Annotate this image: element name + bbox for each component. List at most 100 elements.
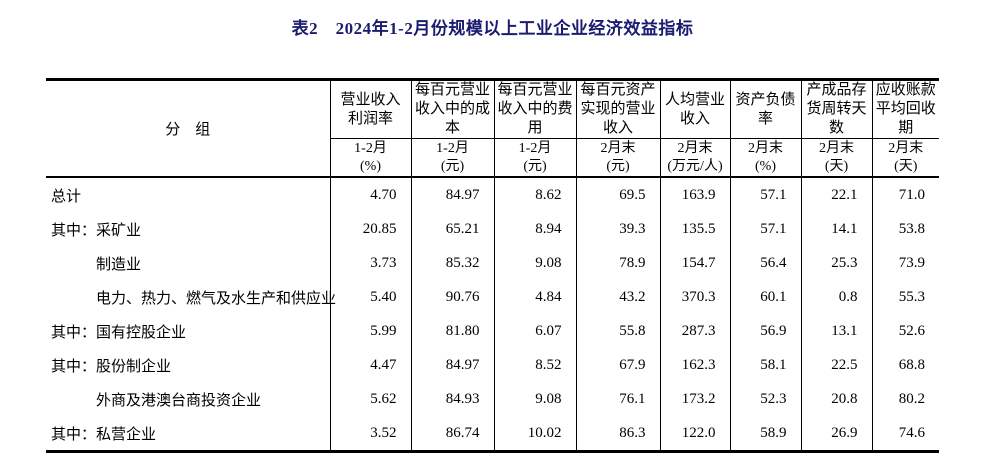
cell: 173.2 [659, 382, 730, 416]
cell: 71.0 [871, 177, 939, 212]
row-label: 其中：股份制企业 [51, 358, 172, 375]
table-row: 其中：采矿业 20.85 65.21 8.94 39.3 135.5 57.1 14.1 53.… [46, 212, 939, 246]
column-unit: (万元/人) [667, 158, 723, 174]
cell: 60.1 [729, 280, 801, 314]
cell: 80.2 [871, 382, 939, 416]
cell: 122.0 [659, 416, 730, 452]
cell: 10.02 [493, 416, 576, 452]
cell: 135.5 [659, 212, 730, 246]
column-subheader-7: 2月末 (天) [800, 138, 872, 178]
cell: 58.1 [729, 348, 801, 382]
cell: 52.6 [871, 314, 939, 348]
cell: 0.8 [800, 280, 872, 314]
column-period: 2月末 [888, 140, 924, 156]
column-subheader-1: 1-2月 (%) [329, 138, 411, 178]
cell: 25.3 [800, 246, 872, 280]
cell: 78.9 [575, 246, 660, 280]
cell: 14.1 [800, 212, 872, 246]
cell: 26.9 [800, 416, 872, 452]
cell: 8.52 [493, 348, 576, 382]
row-label: 制造业 [96, 256, 142, 273]
indicators-table: 分 组 营业收入 利润率 每百元营业 收入中的成 本每百元营业 收入中的费 用每百… [46, 78, 939, 453]
cell: 162.3 [659, 348, 730, 382]
row-label: 其中：国有控股企业 [51, 324, 187, 341]
cell: 57.1 [729, 212, 801, 246]
cell: 84.97 [410, 348, 494, 382]
cell: 84.97 [410, 177, 494, 212]
cell: 9.08 [493, 382, 576, 416]
column-period: 1-2月 [354, 140, 387, 156]
row-label: 外商及港澳台商投资企业 [96, 392, 262, 409]
row-label: 其中：私营企业 [51, 426, 157, 443]
cell: 4.84 [493, 280, 576, 314]
cell: 68.8 [871, 348, 939, 382]
cell: 4.70 [329, 177, 411, 212]
column-unit: (天) [824, 158, 849, 174]
column-header-5: 人均营业 收入 [659, 79, 730, 139]
column-subheader-8: 2月末 (天) [871, 138, 939, 178]
column-period: 2月末 [600, 140, 636, 156]
cell: 22.1 [800, 177, 872, 212]
column-unit: (天) [894, 158, 918, 174]
column-subheader-6: 2月末 (%) [729, 138, 801, 178]
cell: 39.3 [575, 212, 660, 246]
cell: 73.9 [871, 246, 939, 280]
cell: 3.73 [329, 246, 411, 280]
cell: 5.99 [329, 314, 411, 348]
column-header-7: 产成品存 货周转天 数 [800, 79, 872, 139]
column-subheader-2: 1-2月 (元) [410, 138, 494, 178]
row-label: 电力、热力、燃气及水生产和供应业 [96, 290, 337, 307]
cell: 86.74 [410, 416, 494, 452]
table-row: 其中：私营企业 3.52 86.74 10.02 86.3 122.0 58.9 26.9 74… [46, 416, 939, 452]
cell: 287.3 [659, 314, 730, 348]
column-unit: (元) [606, 158, 630, 174]
cell: 4.47 [329, 348, 411, 382]
cell: 57.1 [729, 177, 801, 212]
column-header-2: 每百元营业 收入中的成 本 [410, 79, 494, 139]
cell: 55.8 [575, 314, 660, 348]
cell: 56.9 [729, 314, 801, 348]
row-label: 总计 [51, 188, 82, 205]
cell: 81.80 [410, 314, 494, 348]
column-period: 2月末 [677, 140, 713, 156]
column-header-4: 每百元资产 实现的营业 收入 [575, 79, 660, 139]
cell: 90.76 [410, 280, 494, 314]
column-period: 1-2月 [436, 140, 469, 156]
column-header-6: 资产负债 率 [729, 79, 801, 139]
column-header-1: 营业收入 利润率 [329, 79, 411, 139]
cell: 69.5 [575, 177, 660, 212]
column-subheader-3: 1-2月 (元) [493, 138, 576, 178]
column-subheader-5: 2月末 (万元/人) [659, 138, 730, 178]
column-header-8: 应收账款 平均回收期 [871, 79, 939, 139]
cell: 74.6 [871, 416, 939, 452]
column-period: 2月末 [748, 140, 783, 156]
column-subheader-4: 2月末 (元) [575, 138, 660, 178]
cell: 65.21 [410, 212, 494, 246]
table-row: 其中：股份制企业 4.47 84.97 8.52 67.9 162.3 58.1 22.5 68… [46, 348, 939, 382]
column-period: 2月末 [819, 140, 854, 156]
cell: 84.93 [410, 382, 494, 416]
table-row: 外商及港澳台商投资企业 5.62 84.93 9.08 76.1 173.2 52.3 20.… [46, 382, 939, 416]
table-row: 其中：国有控股企业 5.99 81.80 6.07 55.8 287.3 56.9 13.1 5… [46, 314, 939, 348]
cell: 56.4 [729, 246, 801, 280]
cell: 67.9 [575, 348, 660, 382]
table-row: 制造业 3.73 85.32 9.08 78.9 154.7 56.4 25.3 73.9 [46, 246, 939, 280]
table-row: 电力、热力、燃气及水生产和供应业 5.40 90.76 4.84 43.2 370.3 60… [46, 280, 939, 314]
table-row: 总计 4.70 84.97 8.62 69.5 163.9 57.1 22.1 71.0 [46, 177, 939, 212]
cell: 76.1 [575, 382, 660, 416]
cell: 58.9 [729, 416, 801, 452]
cell: 163.9 [659, 177, 730, 212]
cell: 20.8 [800, 382, 872, 416]
column-unit: (%) [755, 158, 776, 174]
column-unit: (元) [523, 158, 547, 174]
column-unit: (元) [440, 158, 465, 174]
cell: 8.62 [493, 177, 576, 212]
cell: 8.94 [493, 212, 576, 246]
cell: 9.08 [493, 246, 576, 280]
column-period: 1-2月 [518, 140, 552, 156]
cell: 55.3 [871, 280, 939, 314]
header-row-main: 分 组 营业收入 利润率 每百元营业 收入中的成 本每百元营业 收入中的费 用每百… [46, 79, 939, 178]
cell: 3.52 [329, 416, 411, 452]
cell: 154.7 [659, 246, 730, 280]
